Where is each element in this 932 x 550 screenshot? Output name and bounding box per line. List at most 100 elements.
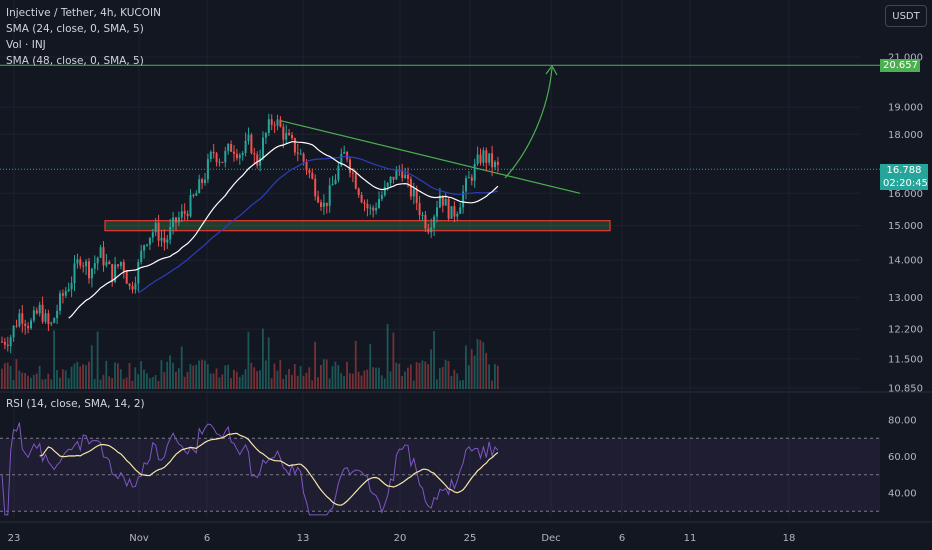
- candle-body: [285, 132, 288, 140]
- candle-body: [378, 199, 380, 208]
- volume-bar: [479, 340, 482, 389]
- candle-body: [302, 153, 305, 162]
- volume-bar: [195, 364, 198, 389]
- candle-body: [250, 134, 253, 154]
- volume-bar: [18, 370, 21, 389]
- volume-bar: [427, 364, 430, 389]
- candle-body: [1, 341, 3, 343]
- time-axis[interactable]: 23 Nov 6 13 20 25 Dec 6 11 18: [8, 533, 796, 544]
- candle-body: [90, 268, 93, 279]
- volume-bar: [41, 379, 44, 389]
- volume-bar: [111, 378, 113, 389]
- volume-bar: [470, 349, 473, 389]
- volume-legend[interactable]: Vol · INJ: [6, 39, 46, 51]
- volume-bar: [363, 370, 366, 389]
- sma48-legend[interactable]: SMA (48, close, 0, SMA, 5): [6, 55, 144, 67]
- volume-bar: [215, 368, 218, 389]
- candle-body: [247, 134, 250, 141]
- candle-body: [450, 206, 453, 219]
- candle-body: [421, 214, 424, 216]
- candle-body: [485, 150, 488, 163]
- candle-body: [331, 183, 334, 186]
- volume-bar: [253, 367, 256, 389]
- candle-body: [143, 245, 146, 251]
- currency-button[interactable]: USDT: [885, 5, 927, 27]
- candle-body: [279, 119, 282, 127]
- volume-bar: [346, 361, 348, 389]
- volume-bar: [305, 372, 308, 389]
- volume-bar: [473, 355, 476, 389]
- volume-bar: [395, 362, 398, 389]
- candle-body: [491, 153, 494, 168]
- volume-bar: [256, 371, 258, 389]
- volume-bar: [488, 364, 490, 389]
- price-tick-label: 16.000: [888, 189, 923, 200]
- rsi-ma-line: [39, 432, 499, 506]
- chart-title[interactable]: Injective / Tether, 4h, KUCOIN: [6, 7, 161, 19]
- volume-bar: [114, 362, 116, 389]
- volume-bar: [198, 360, 200, 389]
- candle-body: [169, 226, 172, 240]
- candle-body: [186, 213, 189, 217]
- candle-body: [6, 344, 9, 347]
- time-tick-label: 20: [394, 533, 407, 544]
- volume-bar: [70, 366, 73, 389]
- candle-body: [476, 154, 479, 164]
- candle-body: [375, 207, 378, 211]
- candle-body: [224, 150, 227, 163]
- volume-bar: [131, 380, 134, 389]
- volume-bar: [349, 373, 351, 389]
- volume-bar: [288, 369, 290, 389]
- candle-body: [357, 188, 360, 195]
- volume-bar: [482, 342, 485, 389]
- volume-bar: [444, 359, 447, 389]
- volume-bar: [24, 373, 26, 389]
- volume-bar: [322, 359, 325, 389]
- candle-body: [53, 318, 56, 323]
- volume-bar: [204, 360, 206, 389]
- volume-bar: [378, 367, 380, 389]
- candle-body: [389, 176, 392, 183]
- candle-body: [372, 207, 375, 211]
- candle-body: [175, 217, 177, 223]
- candle-body: [35, 310, 38, 314]
- support-zone: [104, 220, 611, 232]
- volume-bar: [88, 361, 90, 389]
- volume-bar: [262, 328, 264, 389]
- volume-bar: [398, 363, 401, 389]
- volume-bar: [270, 378, 273, 389]
- rsi-line: [1, 422, 499, 516]
- volume-bar: [357, 371, 360, 389]
- candle-body: [395, 169, 398, 180]
- candle-body: [351, 172, 354, 174]
- candle-body: [409, 178, 412, 197]
- volume-bar: [143, 369, 145, 389]
- candle-body: [163, 237, 166, 243]
- candle-body: [241, 153, 244, 155]
- sma24-legend[interactable]: SMA (24, close, 0, SMA, 5): [6, 23, 144, 35]
- volume-bar: [331, 366, 334, 389]
- time-tick-label: 6: [204, 533, 210, 544]
- candle-body: [366, 203, 369, 209]
- projection-curve: [504, 67, 553, 179]
- rsi-tick-label: 60.00: [888, 452, 917, 463]
- volume-bar: [218, 377, 221, 389]
- candle-body: [230, 143, 233, 152]
- volume-bar: [317, 377, 319, 389]
- candle-body: [453, 206, 456, 217]
- price-axis[interactable]: 21.000 19.000 18.000 16.000 15.000 14.000 13.0…: [888, 53, 923, 500]
- time-tick-label: 23: [8, 533, 21, 544]
- volume-bar: [340, 373, 343, 389]
- candle-body: [473, 163, 476, 181]
- candle-body: [311, 172, 314, 179]
- volume-bar: [230, 378, 232, 389]
- rsi-legend[interactable]: RSI (14, close, SMA, 14, 2): [6, 398, 145, 410]
- candle-body: [496, 161, 499, 165]
- volume-bar: [38, 365, 41, 389]
- candle-body: [76, 259, 79, 264]
- candle-body: [117, 264, 119, 267]
- volume-bar: [151, 377, 154, 389]
- candle-body: [404, 174, 407, 178]
- candle-body: [12, 325, 15, 338]
